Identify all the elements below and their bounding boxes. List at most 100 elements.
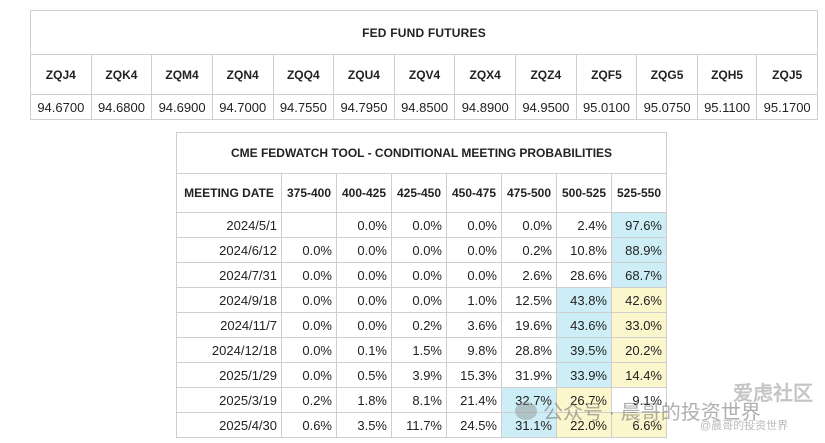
- probability-cell: 9.8%: [446, 337, 502, 363]
- probability-cell: 0.0%: [446, 262, 502, 288]
- probability-cell: 21.4%: [446, 387, 502, 413]
- probability-cell: 97.6%: [611, 212, 667, 238]
- futures-contract-code: ZQF5: [575, 54, 638, 95]
- meeting-date-cell: 2025/3/19: [176, 387, 282, 413]
- futures-prices-row: 94.6700 94.6800 94.6900 94.7000 94.7550 94.79…: [30, 94, 818, 120]
- probability-cell: 0.0%: [281, 312, 337, 338]
- probability-cell: 33.0%: [611, 312, 667, 338]
- probability-cell: 31.1%: [501, 412, 557, 438]
- watermark-handle: @晨哥的投资世界: [700, 420, 789, 432]
- rate-range-header: 475-500: [501, 173, 557, 213]
- futures-contract-code: ZQJ4: [30, 54, 92, 95]
- rate-range-header: 425-450: [391, 173, 447, 213]
- probability-cell: 0.2%: [391, 312, 447, 338]
- probability-cell: 43.6%: [556, 312, 612, 338]
- table-row: 2024/11/7 0.0% 0.0% 0.2% 3.6% 19.6% 43.6% 33.0%: [176, 312, 667, 338]
- probability-cell: 12.5%: [501, 287, 557, 313]
- probability-cell: 43.8%: [556, 287, 612, 313]
- futures-contract-code: ZQQ4: [272, 54, 335, 95]
- futures-title: FED FUND FUTURES: [30, 10, 818, 55]
- probability-cell: 0.0%: [501, 212, 557, 238]
- probability-cell: 68.7%: [611, 262, 667, 288]
- watermark-account: 公众号 · 晨哥的投资世界: [515, 396, 761, 425]
- probability-cell: 26.7%: [556, 387, 612, 413]
- futures-contract-code: ZQM4: [151, 54, 213, 95]
- probability-cell: 9.1%: [611, 387, 667, 413]
- fedwatch-header-row: MEETING DATE 375-400 400-425 425-450 450-475…: [176, 173, 667, 213]
- futures-contracts-row: ZQJ4 ZQK4 ZQM4 ZQN4 ZQQ4 ZQU4 ZQV4 ZQX4 ZQZ4 ZQF5…: [30, 54, 818, 95]
- table-row: 2025/3/19 0.2% 1.8% 8.1% 21.4% 32.7% 26.7% 9.1%: [176, 387, 667, 413]
- futures-contract-code: ZQN4: [211, 54, 274, 95]
- probability-cell: 0.0%: [281, 337, 337, 363]
- probability-cell: 0.0%: [336, 287, 392, 313]
- table-row: 2024/7/31 0.0% 0.0% 0.0% 0.0% 2.6% 28.6% 68.7%: [176, 262, 667, 288]
- probability-cell: 3.6%: [446, 312, 502, 338]
- probability-cell: 2.4%: [556, 212, 612, 238]
- rate-range-header: 525-550: [611, 173, 667, 213]
- watermark-community: 爱虑社区: [733, 383, 813, 405]
- probability-cell: 15.3%: [446, 362, 502, 388]
- rate-range-header: 375-400: [281, 173, 337, 213]
- probability-cell: 10.8%: [556, 237, 612, 263]
- probability-cell: 0.6%: [281, 412, 337, 438]
- probability-cell: 1.5%: [391, 337, 447, 363]
- futures-price: 94.9500: [515, 94, 577, 120]
- probability-cell: 0.0%: [336, 262, 392, 288]
- probability-cell: 0.0%: [281, 237, 337, 263]
- probability-cell: 39.5%: [556, 337, 612, 363]
- fedwatch-probabilities-table: CME FEDWATCH TOOL - CONDITIONAL MEETING …: [176, 132, 667, 438]
- futures-price: 95.0750: [636, 94, 698, 120]
- fedwatch-title: CME FEDWATCH TOOL - CONDITIONAL MEETING …: [176, 132, 667, 174]
- probability-cell: 0.2%: [281, 387, 337, 413]
- watermark-account-text: 公众号 · 晨哥的投资世界: [543, 402, 761, 424]
- futures-contract-code: ZQZ4: [515, 54, 577, 95]
- probability-cell: 24.5%: [446, 412, 502, 438]
- probability-cell: 0.0%: [336, 312, 392, 338]
- meeting-date-cell: 2024/5/1: [176, 212, 282, 238]
- probability-cell: 11.7%: [391, 412, 447, 438]
- table-row: 2024/6/12 0.0% 0.0% 0.0% 0.0% 0.2% 10.8% 88.9%: [176, 237, 667, 263]
- meeting-date-cell: 2025/1/29: [176, 362, 282, 388]
- probability-cell: 31.9%: [501, 362, 557, 388]
- probability-cell: 3.5%: [336, 412, 392, 438]
- probability-cell: 1.8%: [336, 387, 392, 413]
- probability-cell: 8.1%: [391, 387, 447, 413]
- probability-cell: 14.4%: [611, 362, 667, 388]
- probability-cell: 0.5%: [336, 362, 392, 388]
- probability-cell: 0.0%: [336, 237, 392, 263]
- meeting-date-header: MEETING DATE: [176, 173, 282, 213]
- table-row: 2024/5/1 0.0% 0.0% 0.0% 0.0% 2.4% 97.6%: [176, 212, 667, 238]
- futures-price: 95.1100: [696, 94, 758, 120]
- probability-cell: 22.0%: [556, 412, 612, 438]
- probability-cell: 0.0%: [281, 262, 337, 288]
- wechat-icon: [515, 401, 537, 420]
- futures-contract-code: ZQK4: [90, 54, 153, 95]
- futures-contract-code: ZQU4: [333, 54, 395, 95]
- table-row: 2025/4/30 0.6% 3.5% 11.7% 24.5% 31.1% 22.0% 6.6…: [176, 412, 667, 438]
- probability-cell: 19.6%: [501, 312, 557, 338]
- probability-cell: 28.8%: [501, 337, 557, 363]
- futures-contract-code: ZQH5: [696, 54, 758, 95]
- probability-cell: 42.6%: [611, 287, 667, 313]
- probability-cell: 3.9%: [391, 362, 447, 388]
- probability-cell: 28.6%: [556, 262, 612, 288]
- probability-cell: 88.9%: [611, 237, 667, 263]
- probability-cell: 0.2%: [501, 237, 557, 263]
- probability-cell: 0.0%: [391, 262, 447, 288]
- futures-price: 95.1700: [756, 94, 818, 120]
- rate-range-header: 450-475: [446, 173, 502, 213]
- probability-cell: 0.0%: [446, 237, 502, 263]
- probability-cell: 0.0%: [446, 212, 502, 238]
- meeting-date-cell: 2025/4/30: [176, 412, 282, 438]
- table-row: 2024/9/18 0.0% 0.0% 0.0% 1.0% 12.5% 43.8% 42.6%: [176, 287, 667, 313]
- fed-fund-futures-table: FED FUND FUTURES ZQJ4 ZQK4 ZQM4 ZQN4 ZQQ4 ZQU…: [30, 10, 818, 120]
- probability-cell: 2.6%: [501, 262, 557, 288]
- probability-cell: 33.9%: [556, 362, 612, 388]
- meeting-date-cell: 2024/9/18: [176, 287, 282, 313]
- meeting-date-cell: 2024/11/7: [176, 312, 282, 338]
- probability-cell: 32.7%: [501, 387, 557, 413]
- probability-cell: 20.2%: [611, 337, 667, 363]
- probability-cell: 0.0%: [391, 287, 447, 313]
- futures-price: 94.6900: [151, 94, 213, 120]
- futures-price: 94.6700: [30, 94, 92, 120]
